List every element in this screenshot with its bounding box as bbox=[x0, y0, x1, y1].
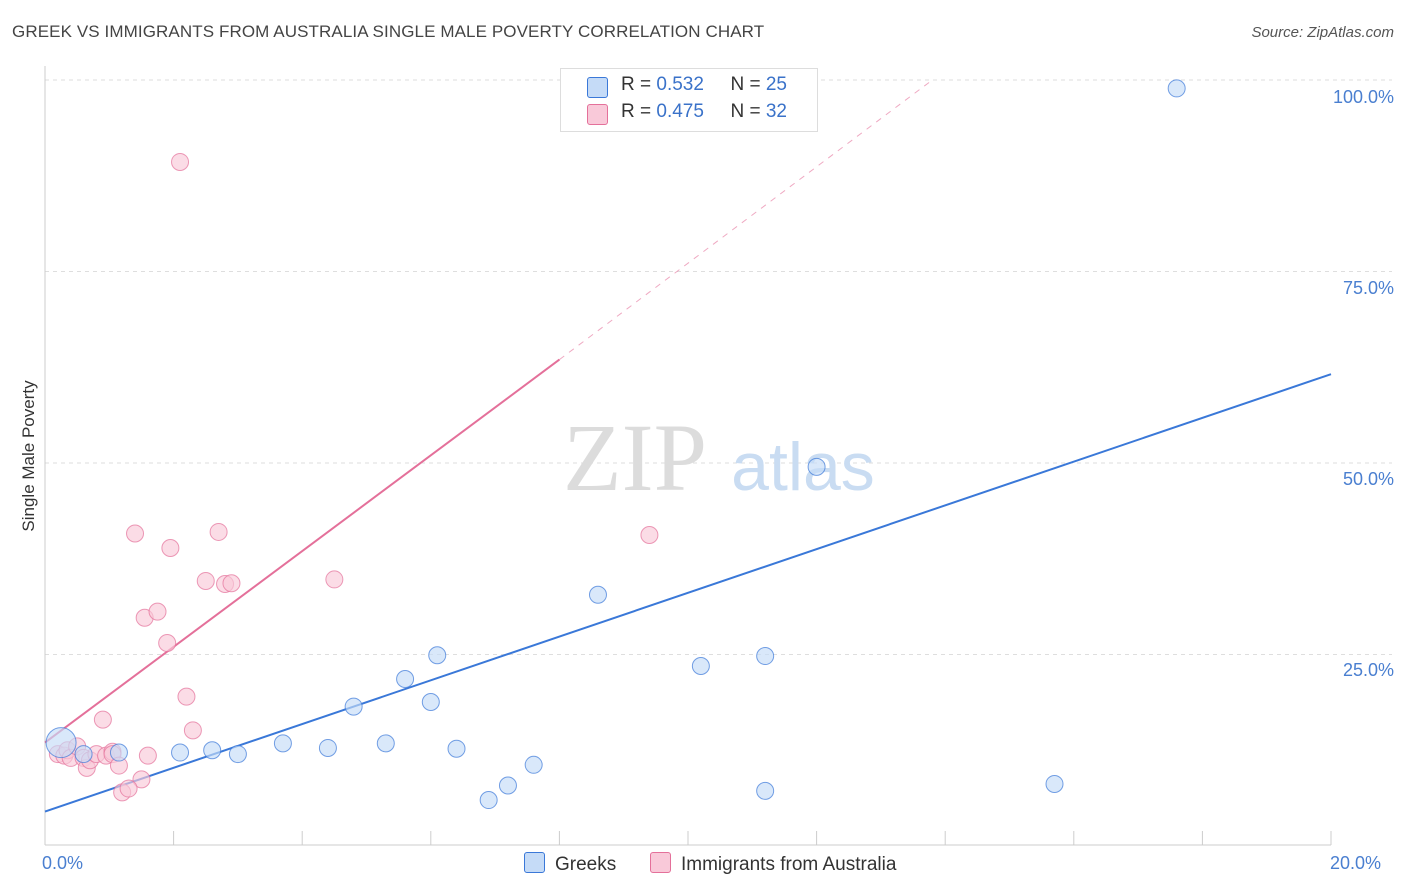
greeks-point bbox=[171, 743, 190, 762]
immigrants-swatch bbox=[587, 104, 608, 125]
y-tick-50: 50.0% bbox=[1342, 469, 1394, 489]
n-label: N = bbox=[730, 101, 766, 122]
greeks-point bbox=[109, 743, 128, 762]
immigrants-point bbox=[148, 602, 167, 621]
greeks-trendline bbox=[44, 373, 1332, 813]
legend-immigrants: Immigrants from Australia bbox=[650, 852, 896, 876]
greeks-point bbox=[396, 670, 415, 689]
watermark: ZIP atlas bbox=[563, 404, 875, 511]
y-axis-label: Single Male Poverty bbox=[19, 380, 38, 532]
greeks-point bbox=[421, 692, 440, 711]
immigrants-point bbox=[183, 721, 202, 740]
correlation-legend: R = 0.532 N = 25 R = 0.475 N = 32 bbox=[560, 68, 818, 132]
r-value: 0.475 bbox=[656, 101, 704, 122]
greeks-point bbox=[344, 697, 363, 716]
x-tick-0: 0.0% bbox=[42, 853, 84, 873]
legend-greeks-label: Greeks bbox=[555, 854, 617, 875]
r-value: 0.532 bbox=[656, 74, 704, 95]
greeks-point bbox=[318, 738, 337, 757]
immigrants-point bbox=[132, 770, 151, 789]
greeks-point bbox=[479, 791, 498, 810]
immigrants-point bbox=[158, 634, 177, 653]
immigrants-point bbox=[171, 152, 190, 171]
greeks-point bbox=[498, 776, 517, 795]
watermark-atlas: atlas bbox=[731, 429, 875, 505]
greeks-point bbox=[1045, 774, 1064, 793]
immigrants-legend-swatch bbox=[650, 852, 671, 873]
r-label: R = bbox=[621, 101, 657, 122]
greeks-point bbox=[273, 734, 292, 753]
greeks-point bbox=[447, 739, 466, 758]
y-tick-100: 100.0% bbox=[1332, 87, 1394, 107]
greeks-swatch bbox=[587, 77, 608, 98]
r-label: R = bbox=[621, 74, 657, 95]
x-tick-20: 20.0% bbox=[1330, 853, 1382, 873]
y-tick-75: 75.0% bbox=[1342, 278, 1394, 298]
immigrants-trendline-extension bbox=[559, 79, 933, 360]
greeks-point bbox=[807, 457, 826, 476]
greeks-point bbox=[588, 585, 607, 604]
greeks-point bbox=[524, 755, 543, 774]
points bbox=[45, 72, 1186, 810]
greeks-point bbox=[428, 646, 447, 665]
greeks-point bbox=[756, 647, 775, 666]
greeks-point bbox=[45, 727, 77, 759]
legend-immigrants-label: Immigrants from Australia bbox=[681, 854, 897, 875]
n-value: 32 bbox=[765, 101, 787, 122]
greeks-point bbox=[756, 781, 775, 800]
greeks-point bbox=[376, 734, 395, 753]
greeks-point bbox=[691, 656, 710, 675]
immigrants-point bbox=[93, 710, 112, 729]
y-tick-25: 25.0% bbox=[1342, 660, 1394, 680]
watermark-zip: ZIP bbox=[563, 404, 707, 511]
grid bbox=[45, 79, 1392, 655]
n-value: 25 bbox=[765, 74, 787, 95]
immigrants-point bbox=[640, 526, 659, 545]
immigrants-trendline bbox=[44, 358, 560, 744]
greeks-point bbox=[74, 745, 93, 764]
immigrants-point bbox=[177, 687, 196, 706]
axes bbox=[44, 66, 1332, 846]
immigrants-point bbox=[138, 746, 157, 765]
greeks-point bbox=[203, 741, 222, 760]
immigrants-point bbox=[126, 524, 145, 543]
immigrants-point bbox=[196, 571, 215, 590]
immigrants-point bbox=[161, 539, 180, 558]
immigrants-point bbox=[325, 570, 344, 589]
chart-title: GREEK VS IMMIGRANTS FROM AUSTRALIA SINGL… bbox=[12, 22, 765, 41]
n-label: N = bbox=[730, 74, 766, 95]
legend-greeks: Greeks bbox=[524, 852, 616, 876]
immigrants-point bbox=[209, 522, 228, 541]
greeks-point bbox=[228, 745, 247, 764]
immigrants-point bbox=[222, 574, 241, 593]
source-label: Source: ZipAtlas.com bbox=[1251, 24, 1394, 41]
greeks-legend-swatch bbox=[524, 852, 545, 873]
immigrants-point bbox=[119, 779, 138, 798]
greeks-point bbox=[1167, 79, 1186, 98]
trendlines bbox=[44, 79, 1332, 813]
